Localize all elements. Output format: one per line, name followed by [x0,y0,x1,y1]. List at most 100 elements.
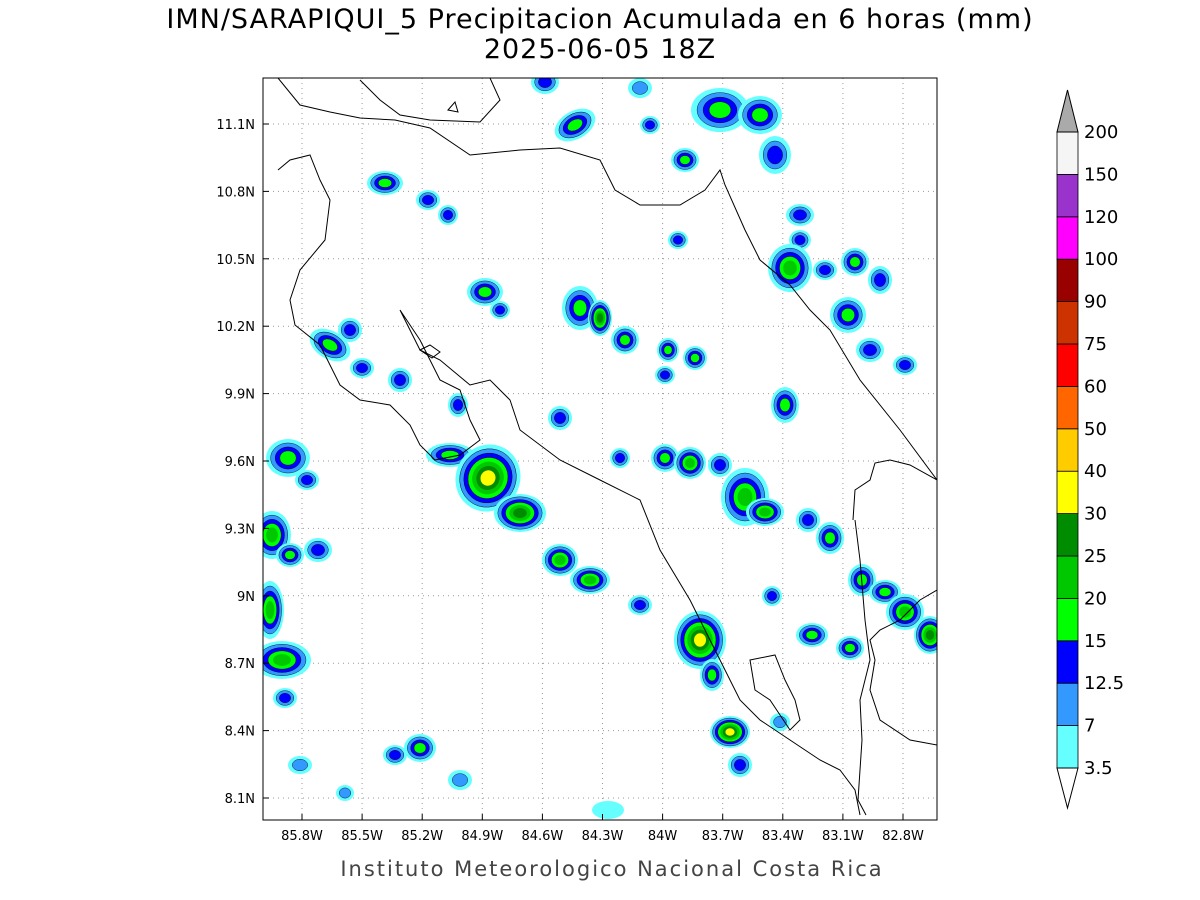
colorbar-label: 100 [1084,249,1118,270]
y-tick-label: 11.1N [216,118,255,133]
precip-cell [819,265,831,275]
colorbar-label: 90 [1084,292,1107,313]
precip-cell [841,308,855,322]
colorbar-label: 40 [1084,461,1107,482]
precip-cell [783,260,797,276]
colorbar-label: 75 [1084,334,1107,355]
colorbar-label: 12.5 [1084,673,1124,694]
colorbar-swatch [1056,470,1079,515]
precip-cell [694,633,706,647]
axes: 85.8W 85.5W 85.2W 84.9W 84.6W 84.3W 84W 83.7W 83… [216,118,924,844]
colorbar: 3.5 7 12.5 15 20 25 30 40 50 60 75 90 100 120 150 200 [1056,89,1124,810]
y-tick-label: 9.6N [225,455,255,470]
colorbar-swatch [1056,301,1079,345]
colorbar-swatch [1056,640,1079,684]
precip-cell [679,155,691,165]
precip-cell [513,507,527,519]
precip-cell [734,759,746,771]
precip-cell [480,470,496,486]
y-tick-label: 9.3N [225,522,255,537]
precip-cell [615,453,625,463]
y-tick-label: 8.4N [225,725,255,740]
x-tick-label: 84W [648,829,678,844]
coastline [277,154,861,816]
colorbar-label: 25 [1084,546,1107,567]
border [854,519,871,816]
colorbar-swatch [1056,513,1079,557]
precip-cell [573,299,587,317]
precip-cell [583,575,597,585]
precip-cell [660,370,670,380]
precip-cell [344,324,356,336]
grid [263,78,937,820]
y-tick-label: 9.9N [225,388,255,403]
precip-cell [634,600,646,610]
precip-cell [707,668,717,682]
colorbar-swatch [1056,725,1079,769]
precip-cell [805,630,819,640]
y-tick-label: 8.7N [225,657,255,672]
precip-cell [925,629,935,641]
precip-cell [737,488,753,506]
x-tick-label: 84.3W [582,829,624,844]
colorbar-label: 200 [1084,122,1118,143]
colorbar-label: 20 [1084,588,1107,609]
map-title: IMN/SARAPIQUI_5 Precipitacion Acumulada … [166,4,1033,35]
precip-cell [356,363,368,373]
coastline [277,78,937,481]
y-tick-label: 10.2N [216,320,255,335]
precip-cell [478,286,492,298]
precip-cell [394,374,406,386]
colorbar-swatch [1056,131,1079,175]
colorbar-label: 120 [1084,207,1118,228]
precip-cell [567,118,583,132]
precip-cell [659,452,671,464]
precip-cell [554,555,566,565]
y-tick-label: 10.8N [216,185,255,200]
precip-cell [554,412,566,424]
precip-cell [751,107,769,123]
precip-cell [878,587,892,597]
precip-cell [265,601,275,619]
precip-cell [453,399,463,411]
colorbar-label: 3.5 [1084,758,1113,779]
precip-cell [673,235,683,245]
precip-cell [690,353,700,363]
coastline [419,100,459,359]
colorbar-label: 30 [1084,504,1107,525]
precip-cell [632,81,648,95]
colorbar-swatch [1056,258,1079,303]
map-frame [262,77,938,821]
precip-cell [767,591,777,601]
precip-cell [311,544,325,556]
precip-cell [619,334,631,346]
precip-cell [899,360,911,370]
precip-cell [874,273,886,287]
precip-cell [802,514,814,526]
colorbar-swatch [1056,682,1079,727]
precip-cell [899,606,911,618]
x-tick-label: 85.8W [281,829,323,844]
precip-cell [685,458,695,468]
map-subtitle: 2025-06-05 18Z [484,34,716,65]
y-tick-label: 10.5N [216,253,255,268]
precip-cell [301,475,313,485]
precip-cell [273,654,291,666]
precip-cell [538,78,552,88]
precip-cell [292,759,308,771]
precip-cell [725,728,735,736]
colorbar-under [1056,767,1079,810]
x-tick-label: 84.9W [461,829,503,844]
precip-cell [844,643,856,653]
map-footer: Instituto Meteorologico Nacional Costa R… [340,857,883,881]
colorbar-label: 150 [1084,164,1118,185]
precip-cell [793,209,807,221]
precip-cell [279,450,297,466]
x-tick-label: 83.1W [822,829,864,844]
precip-cell [495,305,505,315]
precip-cell [322,338,338,352]
precip-cell [422,195,434,205]
colorbar-swatch [1056,598,1079,642]
precip-cell [759,507,771,517]
